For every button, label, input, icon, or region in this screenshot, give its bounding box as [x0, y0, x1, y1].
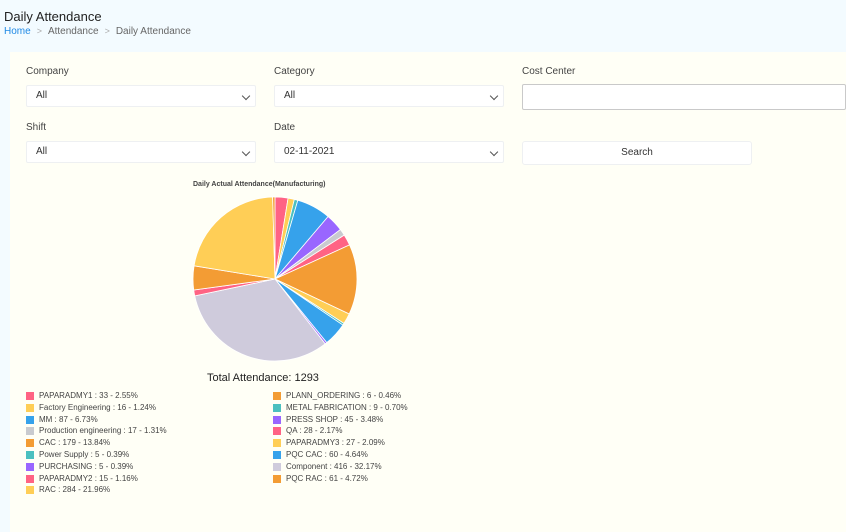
legend-label: QA : 28 - 2.17% — [286, 426, 343, 436]
legend-swatch — [273, 474, 281, 483]
legend-swatch — [26, 392, 34, 400]
attendance-pie-chart — [192, 196, 358, 362]
pie-slice-plann-ordering[interactable] — [272, 196, 276, 280]
shift-select[interactable]: All — [26, 141, 256, 163]
chevron-down-icon — [241, 147, 251, 157]
page-header: Daily Attendance Home > Attendance > Daily A… — [0, 0, 846, 44]
legend-swatch — [26, 403, 34, 412]
chevron-right-icon: > — [104, 26, 110, 36]
search-button[interactable]: Search — [522, 141, 752, 165]
date-label: Date — [274, 122, 296, 133]
legend-label: RAC : 284 - 21.96% — [39, 485, 111, 495]
shift-label: Shift — [26, 122, 47, 133]
category-select-value: All — [284, 90, 296, 101]
pie-slice-component[interactable] — [194, 278, 326, 362]
legend-label: Production engineering : 17 - 1.31% — [39, 426, 167, 436]
pie-slice-cac[interactable] — [274, 244, 358, 315]
breadcrumb-home-link[interactable]: Home — [4, 26, 31, 37]
legend-swatch — [26, 415, 34, 424]
company-select-value: All — [36, 90, 48, 101]
pie-slice-rac[interactable] — [193, 196, 276, 280]
legend-swatch — [273, 415, 281, 424]
total-attendance: Total Attendance: 1293 — [207, 372, 319, 384]
legend-label: Power Supply : 5 - 0.39% — [39, 449, 130, 459]
chevron-right-icon: > — [36, 26, 42, 36]
legend-swatch — [26, 462, 34, 471]
legend-label: PRESS SHOP : 45 - 3.48% — [286, 414, 384, 424]
date-select[interactable]: 02-11-2021 — [274, 141, 504, 163]
breadcrumb: Home > Attendance > Daily Attendance — [4, 26, 191, 37]
filter-and-chart-panel: Company All Category All Cost Center Shi… — [10, 52, 846, 532]
company-select[interactable]: All — [26, 85, 256, 107]
legend-swatch — [273, 450, 281, 459]
chart-title: Daily Actual Attendance(Manufacturing) — [193, 181, 326, 188]
legend-label: PURCHASING : 5 - 0.39% — [39, 461, 134, 471]
legend-label: Factory Engineering : 16 - 1.24% — [39, 402, 156, 412]
legend-swatch — [273, 439, 281, 448]
page-title: Daily Attendance — [4, 9, 102, 24]
legend-swatch — [273, 403, 281, 412]
legend-swatch — [273, 392, 281, 400]
category-label: Category — [274, 66, 315, 77]
legend-label: Component : 416 - 32.17% — [286, 461, 382, 471]
company-label: Company — [26, 66, 69, 77]
legend-swatch — [273, 462, 281, 471]
legend-label: CAC : 179 - 13.84% — [39, 438, 111, 448]
chevron-down-icon — [489, 91, 499, 101]
chevron-down-icon — [489, 147, 499, 157]
legend-label: PAPARADMY1 : 33 - 2.55% — [39, 391, 138, 400]
legend-swatch — [26, 427, 34, 436]
legend-label: MM : 87 - 6.73% — [39, 414, 98, 424]
cost-center-input[interactable] — [522, 84, 846, 110]
date-select-value: 02-11-2021 — [284, 146, 335, 157]
legend-swatch — [26, 474, 34, 483]
legend-label: PAPARADMY2 : 15 - 1.16% — [39, 473, 138, 483]
legend-label: PQC CAC : 60 - 4.64% — [286, 449, 368, 459]
legend-label: METAL FABRICATION : 9 - 0.70% — [286, 402, 408, 412]
breadcrumb-attendance-link[interactable]: Attendance — [47, 26, 99, 37]
shift-select-value: All — [36, 146, 48, 157]
legend-swatch — [26, 486, 34, 495]
legend-label: PAPARADMY3 : 27 - 2.09% — [286, 438, 385, 448]
breadcrumb-current: Daily Attendance — [115, 26, 191, 37]
legend-label: PLANN_ORDERING : 6 - 0.46% — [286, 391, 402, 400]
legend-swatch — [26, 439, 34, 448]
legend-label: PQC RAC : 61 - 4.72% — [286, 473, 368, 483]
category-select[interactable]: All — [274, 85, 504, 107]
legend-swatch — [26, 450, 34, 459]
chevron-down-icon — [241, 91, 251, 101]
legend-swatch — [273, 427, 281, 436]
cost-center-label: Cost Center — [522, 66, 576, 77]
